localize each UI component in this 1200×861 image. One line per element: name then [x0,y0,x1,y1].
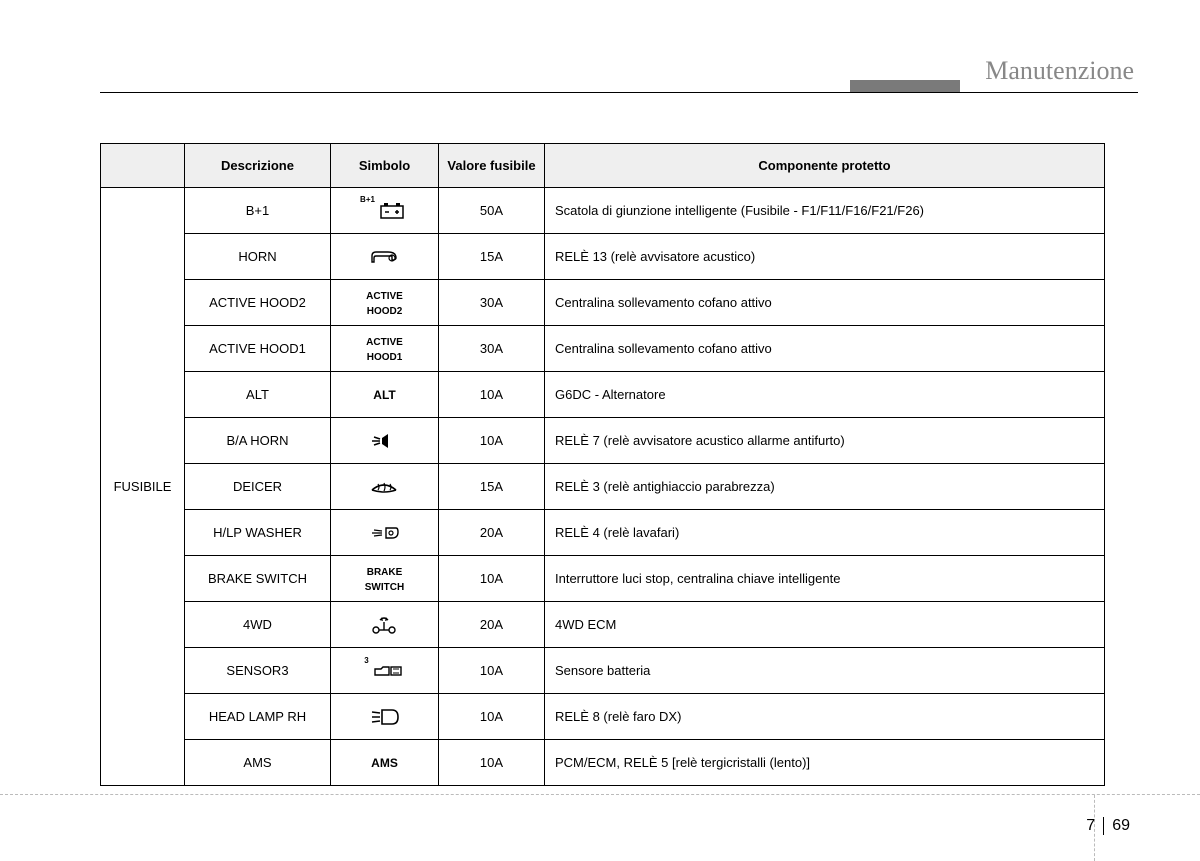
cell-componente: PCM/ECM, RELÈ 5 [relè tergicristalli (le… [545,740,1105,786]
cell-valore: 10A [439,372,545,418]
symbol-sup: 3 [364,656,368,665]
cell-descrizione: AMS [185,740,331,786]
table-row: HEAD LAMP RH 10ARELÈ 8 (relè faro DX) [101,694,1105,740]
cell-componente: 4WD ECM [545,602,1105,648]
table-row: ACTIVE HOOD1 ACTIVEHOOD1 30ACentralina sol… [101,326,1105,372]
cell-descrizione: B+1 [185,188,331,234]
cell-valore: 20A [439,602,545,648]
cell-descrizione: B/A HORN [185,418,331,464]
cell-componente: RELÈ 3 (relè antighiaccio parabrezza) [545,464,1105,510]
cell-simbolo [331,602,439,648]
table-row: SENSOR3 3 10ASensore batteria [101,648,1105,694]
headlamp-icon [368,706,402,728]
table-row: ALT ALT 10AG6DC - Alternatore [101,372,1105,418]
cell-componente: Sensore batteria [545,648,1105,694]
header-rule [100,92,1138,93]
cell-simbolo [331,234,439,280]
fuse-table-wrap: Descrizione Simbolo Valore fusibile Comp… [100,143,1104,786]
cell-valore: 10A [439,556,545,602]
cell-simbolo: BRAKESWITCH [331,556,439,602]
cell-valore: 30A [439,326,545,372]
page-index: 69 [1106,817,1130,834]
page-number: 7 69 [1086,817,1130,835]
deicer-icon [368,476,402,498]
table-row: AMS AMS 10APCM/ECM, RELÈ 5 [relè tergicris… [101,740,1105,786]
cell-descrizione: SENSOR3 [185,648,331,694]
cell-descrizione: BRAKE SWITCH [185,556,331,602]
col-header-componente: Componente protetto [545,144,1105,188]
cell-simbolo [331,510,439,556]
table-row: FUSIBILEB+1B+150AScatola di giunzione in… [101,188,1105,234]
symbol-text: AMS [371,756,398,770]
cell-simbolo [331,464,439,510]
cell-valore: 10A [439,648,545,694]
table-row: ACTIVE HOOD2 ACTIVEHOOD2 30ACentralina sol… [101,280,1105,326]
cell-valore: 50A [439,188,545,234]
page: Manutenzione Descrizione Simbolo Valore … [0,0,1200,861]
washer-icon [368,522,402,544]
symbol-sup: B+1 [360,195,375,204]
cell-componente: G6DC - Alternatore [545,372,1105,418]
cell-simbolo: 3 [331,648,439,694]
table-row: H/LP WASHER 20ARELÈ 4 (relè lavafari) [101,510,1105,556]
table-row: 4WD 20A4WD ECM [101,602,1105,648]
cell-descrizione: ACTIVE HOOD1 [185,326,331,372]
cell-valore: 10A [439,740,545,786]
page-number-separator [1103,817,1104,835]
cell-simbolo [331,694,439,740]
cell-descrizione: HEAD LAMP RH [185,694,331,740]
cell-simbolo: B+1 [331,188,439,234]
symbol-text: ACTIVEHOOD1 [366,337,403,363]
header-accent-bar [850,80,960,92]
cell-descrizione: ACTIVE HOOD2 [185,280,331,326]
cell-simbolo: AMS [331,740,439,786]
col-header-simbolo: Simbolo [331,144,439,188]
horn-icon [368,246,402,268]
symbol-text: ACTIVEHOOD2 [366,291,403,317]
table-row: DEICER 15ARELÈ 3 (relè antighiaccio parab… [101,464,1105,510]
cell-componente: RELÈ 13 (relè avvisatore acustico) [545,234,1105,280]
cell-componente: RELÈ 4 (relè lavafari) [545,510,1105,556]
battery-icon [375,200,409,222]
table-row: BRAKE SWITCH BRAKESWITCH 10AInterruttore l… [101,556,1105,602]
cell-componente: RELÈ 8 (relè faro DX) [545,694,1105,740]
col-header-descrizione: Descrizione [185,144,331,188]
cell-valore: 30A [439,280,545,326]
fuse-table: Descrizione Simbolo Valore fusibile Comp… [100,143,1105,786]
section-title: Manutenzione [985,56,1134,86]
4wd-icon [368,614,402,636]
cell-valore: 15A [439,464,545,510]
cell-componente: Scatola di giunzione intelligente (Fusib… [545,188,1105,234]
cell-descrizione: ALT [185,372,331,418]
cell-valore: 10A [439,418,545,464]
alarm-icon [368,430,402,452]
cell-valore: 10A [439,694,545,740]
guide-dashed-horizontal [0,794,1200,795]
symbol-text: BRAKESWITCH [365,567,404,593]
cell-simbolo [331,418,439,464]
cell-descrizione: H/LP WASHER [185,510,331,556]
table-row: HORN 15ARELÈ 13 (relè avvisatore acustico… [101,234,1105,280]
table-header-row: Descrizione Simbolo Valore fusibile Comp… [101,144,1105,188]
cell-valore: 15A [439,234,545,280]
cell-componente: Interruttore luci stop, centralina chiav… [545,556,1105,602]
cell-descrizione: 4WD [185,602,331,648]
cell-descrizione: DEICER [185,464,331,510]
cell-simbolo: ALT [331,372,439,418]
page-chapter: 7 [1086,817,1101,834]
category-cell: FUSIBILE [101,188,185,786]
cell-componente: Centralina sollevamento cofano attivo [545,280,1105,326]
table-row: B/A HORN 10ARELÈ 7 (relè avvisatore acust… [101,418,1105,464]
col-header-valore: Valore fusibile [439,144,545,188]
cell-simbolo: ACTIVEHOOD2 [331,280,439,326]
cell-descrizione: HORN [185,234,331,280]
col-header-category [101,144,185,188]
cell-valore: 20A [439,510,545,556]
cell-componente: Centralina sollevamento cofano attivo [545,326,1105,372]
cell-componente: RELÈ 7 (relè avvisatore acustico allarme… [545,418,1105,464]
sensor-icon [369,661,405,681]
cell-simbolo: ACTIVEHOOD1 [331,326,439,372]
symbol-text: ALT [373,388,395,402]
